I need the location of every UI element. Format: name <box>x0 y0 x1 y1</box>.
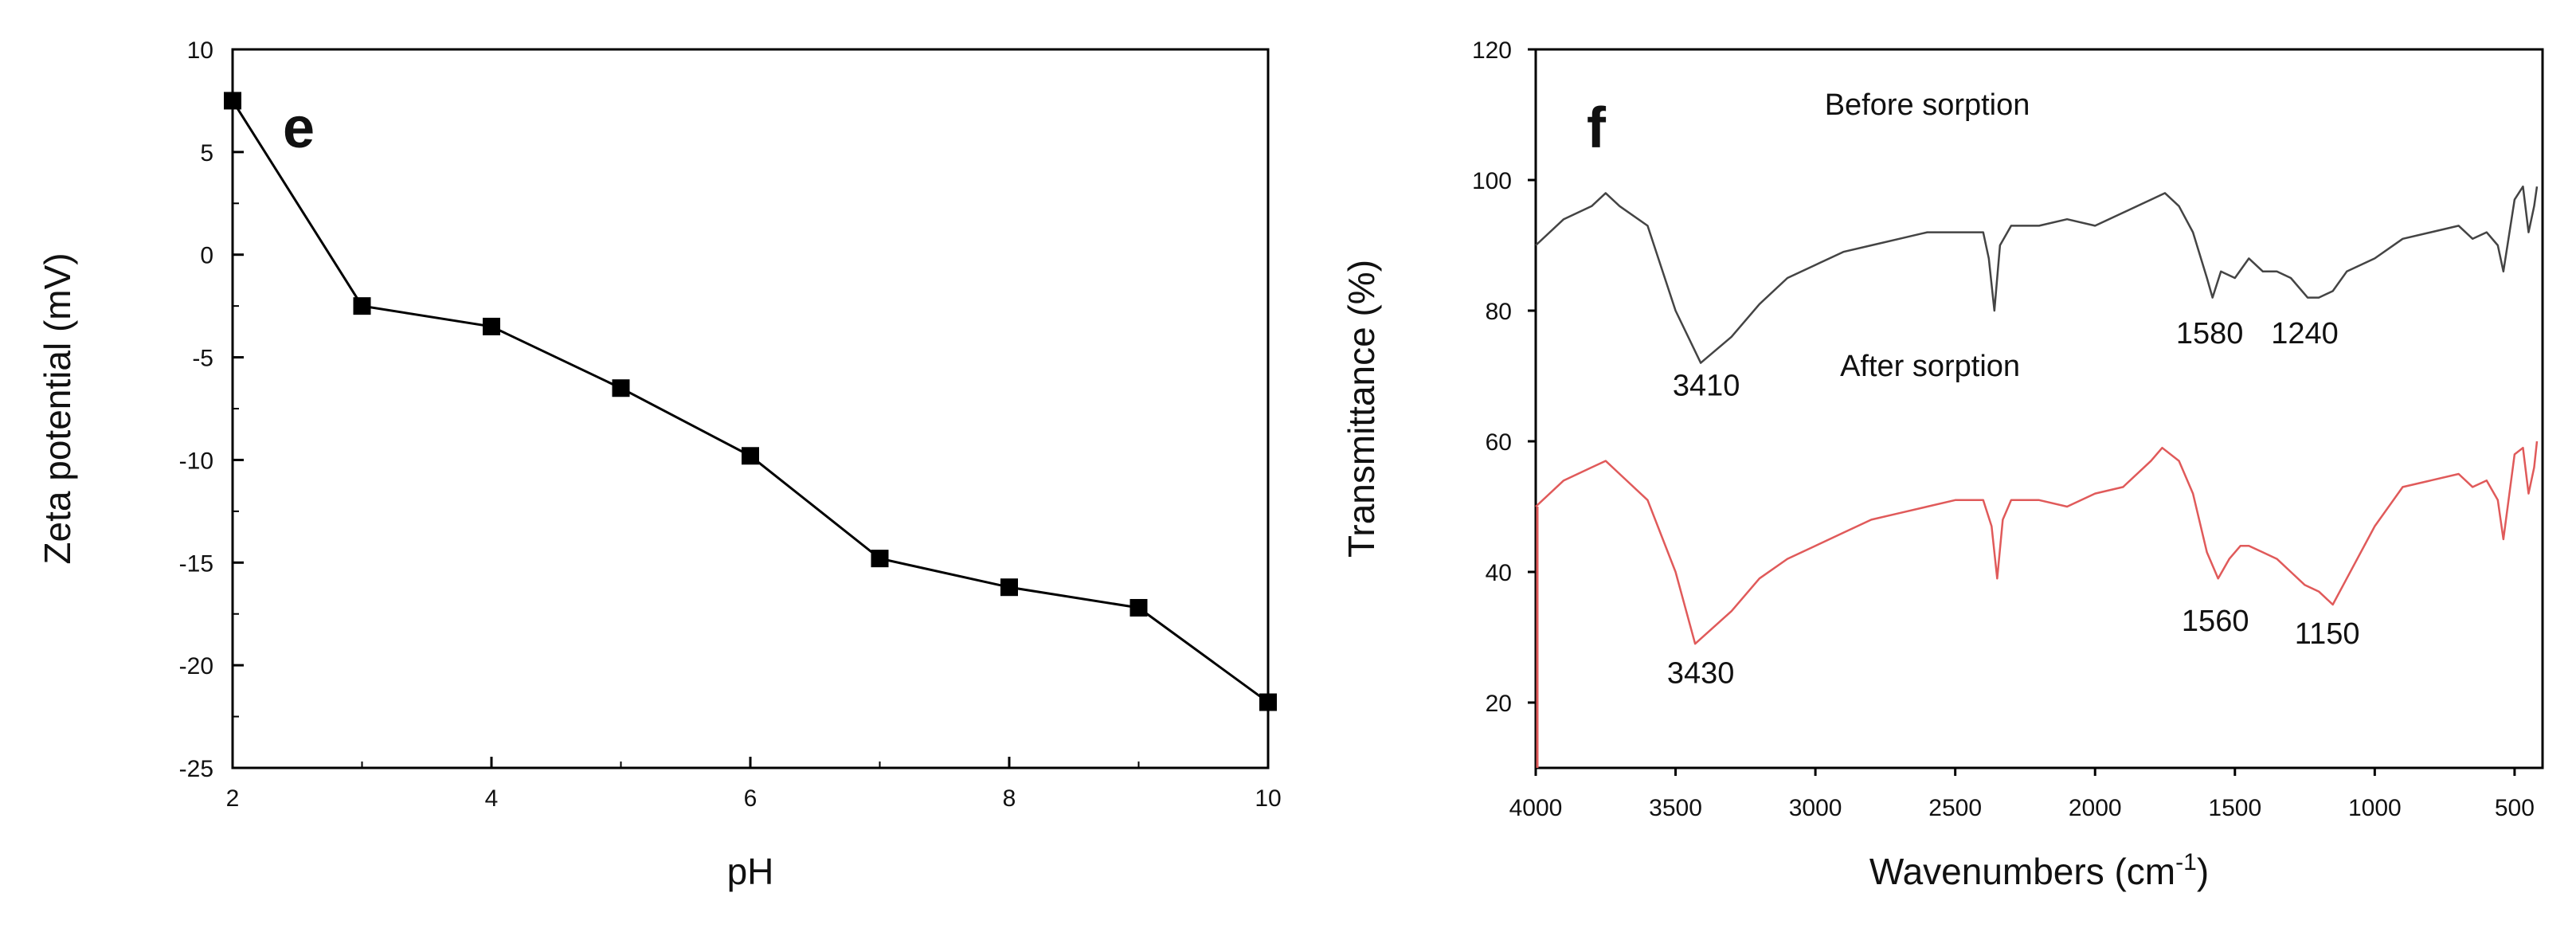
y-tick-label: 80 <box>1486 299 1512 325</box>
x-axis-label-superscript: -1 <box>2175 849 2197 875</box>
axes: 4000 3500 3000 2500 2000 1500 1000 500 20 40 60 80 1… <box>1472 37 2535 821</box>
series-line <box>231 100 1269 703</box>
x-axis-label-end: ) <box>2197 851 2209 892</box>
x-tick-label: 2 <box>226 785 240 812</box>
y-tick-label: 0 <box>200 243 213 269</box>
series <box>224 92 1277 711</box>
x-tick-label: 1000 <box>2348 795 2402 821</box>
y-tick-label: -5 <box>192 346 213 372</box>
y-tick-label: -10 <box>179 448 213 474</box>
x-axis-label: pH <box>727 851 774 892</box>
x-tick-label: 3500 <box>1649 795 1702 821</box>
x-axis-label-main: Wavenumbers (cm <box>1869 851 2175 892</box>
annotations: 3410 1580 1240 3430 1560 1150 Before sorption A… <box>1667 88 2360 690</box>
x-tick-label: 1500 <box>2208 795 2261 821</box>
data-point <box>353 297 371 315</box>
y-axis-label: Transmittance (%) <box>1341 260 1382 558</box>
peak-annotation: 3410 <box>1673 370 1740 403</box>
y-tick-label: -15 <box>179 550 213 577</box>
y-tick-label: 5 <box>200 140 213 166</box>
y-tick-label: -25 <box>179 756 213 782</box>
data-point <box>1259 693 1277 711</box>
series <box>1535 185 2539 768</box>
data-point <box>612 379 630 397</box>
x-tick-label: 2000 <box>2069 795 2122 821</box>
data-point <box>483 317 500 335</box>
x-tick-label: 4 <box>485 785 499 812</box>
x-tick-label: 8 <box>1003 785 1016 812</box>
y-tick-label: 20 <box>1486 691 1512 717</box>
axes: 2 4 6 8 10 10 5 0 -5 -10 -15 -20 -25 <box>179 37 1282 812</box>
y-tick-label: 120 <box>1472 37 1512 64</box>
x-axis-label: Wavenumbers (cm-1) <box>1869 849 2209 892</box>
x-tick-label: 4000 <box>1509 795 1563 821</box>
spectrum-line <box>1535 185 2539 364</box>
x-tick-label: 500 <box>2495 795 2535 821</box>
ftir-spectrum-chart: 4000 3500 3000 2500 2000 1500 1000 500 20 40 60 80 1… <box>1341 37 2544 892</box>
peak-annotation: 1240 <box>2271 317 2339 350</box>
x-tick-label: 10 <box>1255 785 1281 812</box>
plot-frame <box>1534 48 2544 769</box>
y-tick-label: 60 <box>1486 429 1512 456</box>
data-point <box>1129 598 1148 617</box>
y-tick-label: 40 <box>1486 560 1512 586</box>
x-tick-label: 2500 <box>1928 795 1982 821</box>
plot-frame <box>231 48 1270 769</box>
peak-annotation: Before sorption <box>1825 88 2030 122</box>
peak-annotation: After sorption <box>1840 350 2020 383</box>
y-axis-label: Zeta potential (mV) <box>37 253 78 564</box>
data-point <box>742 447 759 465</box>
data-point <box>224 92 241 110</box>
peak-annotation: 1150 <box>2295 617 2360 651</box>
spectrum-line <box>1535 441 2539 645</box>
panel-label: e <box>283 96 315 160</box>
peak-annotation: 1560 <box>2182 605 2249 638</box>
y-tick-label: 10 <box>187 37 213 64</box>
peak-annotation: 1580 <box>2176 317 2244 350</box>
data-point <box>871 550 889 568</box>
peak-annotation: 3430 <box>1667 656 1735 690</box>
data-point <box>1000 578 1018 597</box>
panel-label: f <box>1587 96 1607 160</box>
x-tick-label: 6 <box>744 785 758 812</box>
x-tick-label: 3000 <box>1789 795 1842 821</box>
zeta-potential-chart: 2 4 6 8 10 10 5 0 -5 -10 -15 -20 -25 e pH Zeta poten… <box>37 37 1282 892</box>
y-tick-label: -20 <box>179 653 213 679</box>
y-tick-label: 100 <box>1472 168 1512 194</box>
